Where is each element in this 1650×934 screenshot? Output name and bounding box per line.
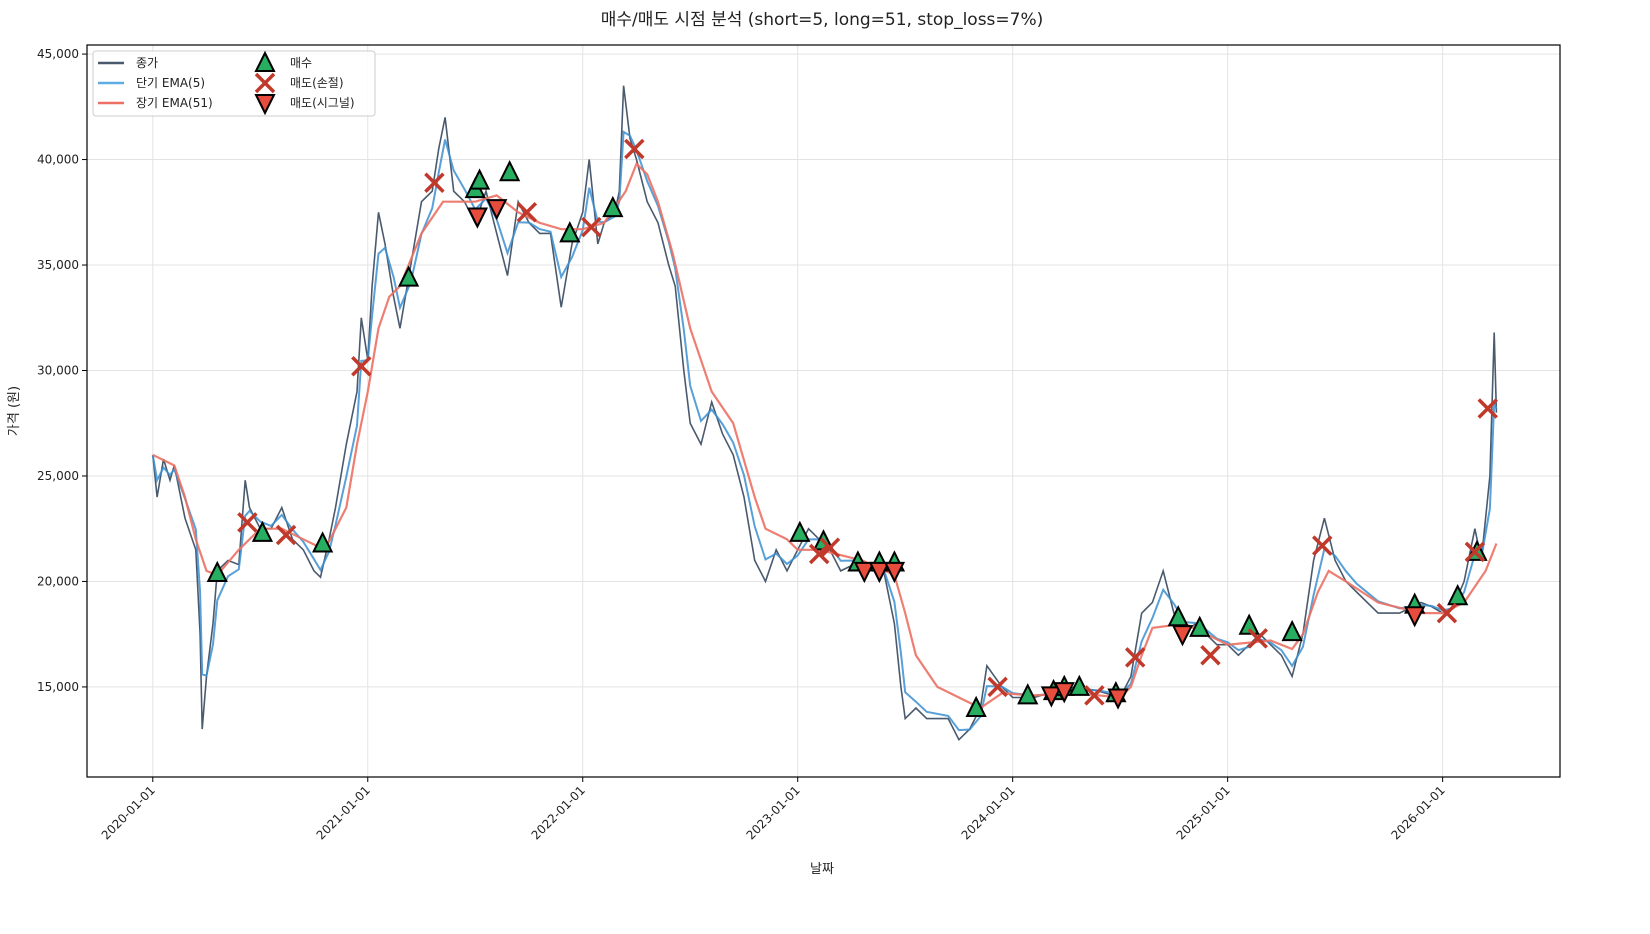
buy-marker (499, 159, 521, 182)
buy-marker (397, 265, 420, 287)
sell-stop-marker (819, 537, 841, 558)
buy-marker (602, 195, 624, 218)
buy-marker (1068, 674, 1090, 696)
buy-marker (468, 168, 491, 190)
y-axis: 15,000 20,000 25,000 30,000 35,000 40,000 45,0… (37, 47, 87, 694)
sell-stop-marker (624, 138, 645, 160)
sell-signal-marker (853, 561, 875, 584)
sell-signal-marker (1040, 686, 1062, 708)
plot-frame (86, 44, 1561, 778)
buy-marker (251, 520, 274, 542)
sell-stop-marker (424, 172, 445, 193)
x-tick-label: 2022-01-01 (529, 783, 588, 842)
sell-signal-marker (466, 207, 489, 229)
sell-signal-marker (883, 561, 906, 584)
y-tick-label: 30,000 (37, 363, 79, 377)
buy-marker (1189, 615, 1211, 637)
x-tick-label: 2026-01-01 (1389, 783, 1448, 842)
legend-box (92, 50, 376, 117)
grid (87, 45, 1560, 777)
sell-stop-marker (237, 512, 258, 533)
sell-stop-icon (254, 72, 276, 94)
buy-icon (254, 50, 276, 72)
markers (206, 138, 1499, 718)
sell-stop-marker (275, 524, 297, 546)
legend-label: 매도(손절) (290, 76, 344, 90)
y-tick-label: 25,000 (37, 469, 79, 483)
chart-title: 매수/매도 시점 분석 (short=5, long=51, stop_loss… (601, 10, 1044, 30)
buy-marker (1281, 619, 1303, 642)
sell-stop-marker (1436, 602, 1458, 624)
x-axis-label: 날짜 (810, 862, 834, 877)
sell-stop-marker (581, 216, 602, 238)
sell-stop-marker (1312, 535, 1333, 556)
sell-signal-marker (486, 199, 508, 221)
buy-marker (965, 695, 987, 718)
buy-marker (1447, 583, 1469, 606)
sell-stop-marker (1124, 647, 1146, 668)
sell-stop-marker (1084, 685, 1105, 706)
legend-label: 매수 (290, 56, 312, 70)
short-ema-line (151, 130, 1498, 732)
sell-stop-marker (1247, 628, 1268, 649)
y-tick-label: 45,000 (37, 47, 79, 61)
legend-label: 장기 EMA(51) (136, 96, 213, 110)
sell-stop-marker (808, 543, 830, 565)
buy-marker (1017, 683, 1039, 705)
sell-stop-marker (1200, 645, 1221, 666)
sell-signal-marker (868, 561, 891, 584)
sell-stop-marker (1464, 541, 1486, 563)
buy-marker (311, 531, 334, 553)
buy-marker (1238, 613, 1260, 635)
legend-label: 매도(시그널) (290, 96, 355, 110)
sell-signal-marker (1404, 606, 1426, 628)
x-tick-label: 2020-01-01 (99, 783, 158, 842)
sell-stop-marker (351, 356, 372, 377)
long-ema-line (152, 161, 1498, 710)
close-price-line (152, 85, 1498, 742)
legend-label: 단기 EMA(5) (136, 76, 205, 90)
x-tick-label: 2023-01-01 (744, 783, 803, 842)
x-tick-label: 2024-01-01 (959, 783, 1018, 842)
legend-label: 종가 (136, 56, 158, 70)
y-tick-label: 20,000 (37, 574, 79, 588)
y-axis-label: 가격 (원) (7, 386, 22, 436)
sell-signal-marker (1171, 625, 1194, 647)
buy-marker (789, 520, 811, 542)
y-tick-label: 40,000 (37, 153, 79, 167)
buy-marker (1167, 605, 1189, 627)
sell-signal-marker (1107, 688, 1129, 710)
x-axis: 2020-01-01 2021-01-01 2022-01-01 2023-01-01… (99, 777, 1448, 842)
sell-signal-icon (254, 94, 276, 116)
sell-stop-marker (1477, 398, 1499, 419)
buy-marker (206, 560, 228, 583)
buy-marker (559, 221, 581, 243)
x-tick-label: 2025-01-01 (1174, 783, 1233, 842)
x-tick-label: 2021-01-01 (314, 783, 373, 842)
sell-signal-marker (1053, 682, 1075, 704)
series (151, 85, 1498, 742)
sell-stop-marker (987, 676, 1008, 698)
y-tick-label: 35,000 (37, 258, 79, 272)
sell-stop-marker (516, 202, 538, 223)
y-tick-label: 15,000 (37, 680, 79, 694)
